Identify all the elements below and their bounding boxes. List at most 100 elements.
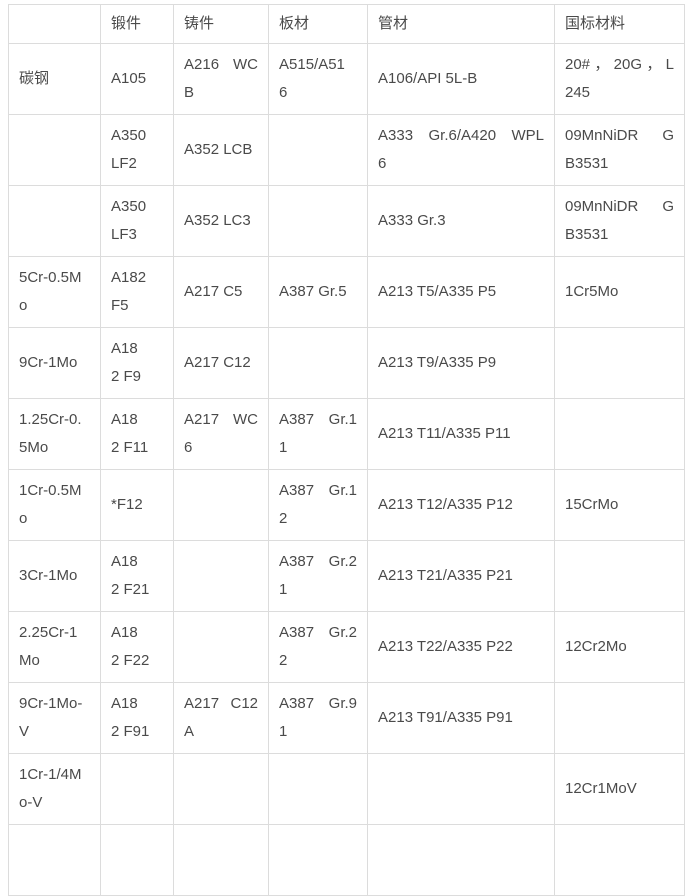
cell-line: A387 Gr.1 [279,411,357,428]
table-cell: A18 2 F22 [100,611,174,683]
cell-line: LF3 [111,226,137,243]
table-cell: A217 C12 [173,327,269,399]
cell-line: o-V [19,794,43,811]
table-cell: 9Cr-1Mo [8,327,101,399]
table-cell: A18 2 F21 [100,540,174,612]
cell-line: LF2 [111,155,137,172]
header-cell: 板材 [268,4,368,44]
table-body: 碳钢 A105 A216 WC B A515/A51 6 A106/API 5L-B 20#，… [8,43,685,896]
table-cell: A18 2 F11 [100,398,174,470]
cell-line: 1.25Cr-0. [19,411,82,428]
table-cell [173,611,269,683]
table-cell [554,682,685,754]
table-cell: A18 2 F9 [100,327,174,399]
table-cell: 15CrMo [554,469,685,541]
table-cell: A213 T22/A335 P22 [367,611,555,683]
cell-line: 1Cr-1/4M [19,766,82,783]
table-cell: A106/API 5L-B [367,43,555,115]
table-cell: A182 F5 [100,256,174,328]
cell-line: A216 WC [184,56,258,73]
table-cell: 5Cr-0.5M o [8,256,101,328]
cell-line: A18 [111,340,138,357]
cell-line: A515/A51 [279,56,345,73]
table-cell: A387 Gr.2 2 [268,611,368,683]
header-cell: 国标材料 [554,4,685,44]
table-cell [554,824,685,896]
header-row: 锻件 铸件 板材 管材 国标材料 [8,4,685,44]
table-cell [268,824,368,896]
table-cell: 1Cr-0.5M o [8,469,101,541]
cell-line: o [19,510,28,527]
table-cell: 12Cr1MoV [554,753,685,825]
table-row: 碳钢 A105 A216 WC B A515/A51 6 A106/API 5L-B 20#，… [8,43,685,115]
cell-line: A333 Gr.6/A420 WPL [378,127,544,144]
table-cell [100,753,174,825]
header-cell: 锻件 [100,4,174,44]
table-cell [268,114,368,186]
table-cell [367,824,555,896]
table-cell [268,327,368,399]
cell-line: 1 [279,439,288,456]
cell-line: A18 [111,624,138,641]
materials-table: 锻件 铸件 板材 管材 国标材料 碳钢 A105 A216 WC B A515/A51 6 A106… [8,4,685,896]
table-cell: 1.25Cr-0. 5Mo [8,398,101,470]
table-row: 9Cr-1Mo- V A18 2 F91 A217 C12 A A387 Gr.9 1 A213… [8,682,685,754]
table-cell: A217 C5 [173,256,269,328]
cell-line: 6 [184,439,193,456]
table-cell [8,114,101,186]
table-cell: A350 LF3 [100,185,174,257]
cell-line: 09MnNiDR G [565,198,674,215]
cell-line: 5Cr-0.5M [19,269,82,286]
table-cell [8,185,101,257]
table-cell: A213 T91/A335 P91 [367,682,555,754]
table-cell: A387 Gr.2 1 [268,540,368,612]
cell-line: A217 WC [184,411,258,428]
table-cell: 09MnNiDR G B3531 [554,114,685,186]
table-cell: A217 WC 6 [173,398,269,470]
table-cell: A213 T9/A335 P9 [367,327,555,399]
table-cell: A350 LF2 [100,114,174,186]
cell-line: Mo [19,652,40,669]
cell-line: A350 [111,198,147,215]
cell-line: 2 F22 [111,652,150,669]
table-cell: A105 [100,43,174,115]
cell-line: 2 F11 [111,439,149,456]
cell-line: A387 Gr.1 [279,482,357,499]
cell-line: 1 [279,581,288,598]
cell-line: 6 [279,84,288,101]
cell-line: A [184,723,195,740]
table-cell: 3Cr-1Mo [8,540,101,612]
cell-line: V [19,723,30,740]
cell-line: F5 [111,297,129,314]
table-cell [8,824,101,896]
table-cell: 1Cr-1/4M o-V [8,753,101,825]
table-row: 5Cr-0.5M o A182 F5 A217 C5 A387 Gr.5 A213 T5/A… [8,256,685,328]
cell-line: 2 F9 [111,368,142,385]
table-cell: A213 T12/A335 P12 [367,469,555,541]
cell-line: 1 [279,723,288,740]
table-cell: A217 C12 A [173,682,269,754]
table-cell: A387 Gr.1 1 [268,398,368,470]
cell-line: 6 [378,155,387,172]
table-row: 1Cr-0.5M o *F12 A387 Gr.1 2 A213 T12/A335 P12… [8,469,685,541]
table-cell [268,753,368,825]
table-header: 锻件 铸件 板材 管材 国标材料 [8,4,685,44]
cell-line: 2 [279,652,288,669]
table-row: 1.25Cr-0. 5Mo A18 2 F11 A217 WC 6 A387 Gr.1 1 A2… [8,398,685,470]
table-cell: 09MnNiDR G B3531 [554,185,685,257]
table-cell: A352 LCB [173,114,269,186]
header-cell: 铸件 [173,4,269,44]
cell-line: A18 [111,695,138,712]
table-cell [173,540,269,612]
cell-line: A217 C12 [184,695,258,712]
table-row: A350 LF2 A352 LCB A333 Gr.6/A420 WPL 6 09MnNi… [8,114,685,186]
table-cell [100,824,174,896]
table-cell: 1Cr5Mo [554,256,685,328]
cell-line: 09MnNiDR G [565,127,674,144]
table-cell: A352 LC3 [173,185,269,257]
table-cell: A213 T11/A335 P11 [367,398,555,470]
table-cell [268,185,368,257]
cell-line: A387 Gr.9 [279,695,357,712]
table-row [8,824,685,896]
cell-line: 2.25Cr-1 [19,624,78,641]
